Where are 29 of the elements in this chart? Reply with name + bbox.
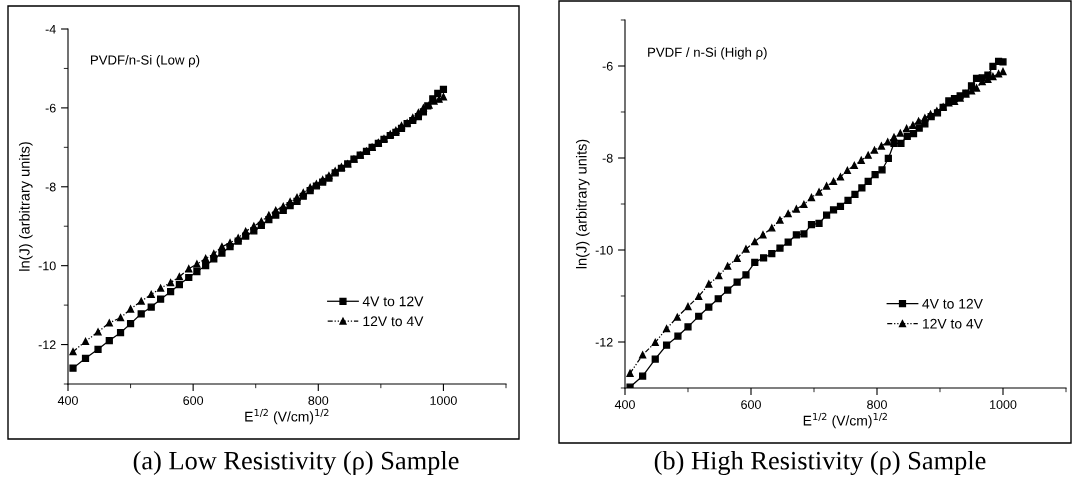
y-axis-title: ln(J) (arbitrary units) [18, 142, 33, 271]
x-tick-label: 1000 [430, 396, 457, 405]
y-axis-title: ln(J) (arbitrary units) [575, 139, 590, 269]
legend-label: 12V to 4V [363, 316, 424, 327]
annotation: PVDF / n-Si (High ρ) [648, 47, 767, 60]
text: (b) High Resistivity (ρ) Sample [654, 451, 986, 475]
y-tick-label: -10 [595, 245, 613, 255]
x-tick-label: 400 [57, 396, 78, 405]
x-tick-label: 600 [741, 400, 761, 409]
y-tick-label: -12 [595, 337, 613, 347]
x-tick-label: 600 [183, 396, 204, 405]
x-axis-title: E$^{1/2}$ (V/cm)$^{1/2}$ [803, 412, 887, 429]
y-tick-label: -4 [45, 24, 56, 34]
x-tick-label: 1000 [990, 400, 1017, 409]
y-tick-label: -6 [602, 61, 613, 71]
y-tick-label: -8 [45, 182, 56, 192]
y-tick-label: -6 [45, 103, 56, 113]
y-tick-label: -10 [38, 261, 56, 271]
x-axis-title: E$^{1/2}$ (V/cm)$^{1/2}$ [245, 408, 329, 425]
text: (a) Low Resistivity (ρ) Sample [133, 451, 459, 475]
x-tick-label: 800 [308, 396, 329, 405]
legend-label: 4V to 12V [362, 296, 424, 307]
legend-label: 4V to 12V [922, 298, 983, 309]
x-tick-label: 800 [867, 400, 887, 409]
annotation: PVDF/n-Si (Low ρ) [90, 54, 200, 68]
legend-label: 12V to 4V [923, 318, 983, 329]
y-tick-label: -12 [38, 340, 56, 350]
x-tick-label: 400 [614, 400, 635, 409]
y-tick-label: -8 [602, 153, 613, 163]
